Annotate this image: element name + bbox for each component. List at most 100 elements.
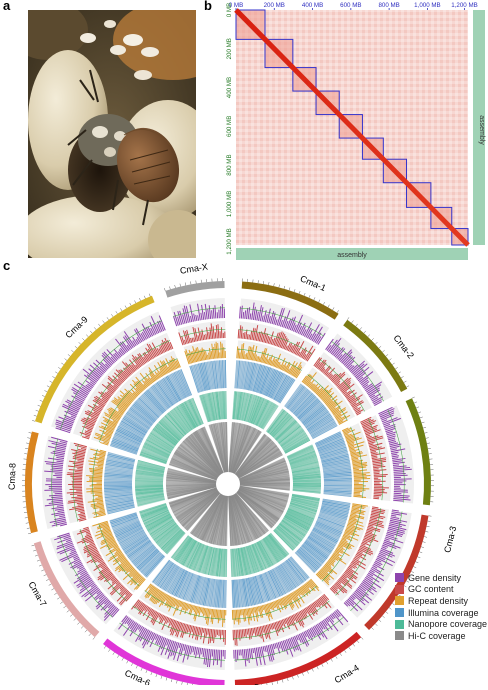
track-bar xyxy=(374,494,382,495)
chromosome-tick xyxy=(77,622,79,624)
legend-swatch xyxy=(395,573,404,582)
chromosome-tick xyxy=(190,281,191,284)
track-bar xyxy=(237,650,238,660)
chromosome-tick xyxy=(423,542,426,543)
chromosome-tick xyxy=(61,363,63,365)
chromosome-tick xyxy=(352,321,354,323)
track-bar xyxy=(354,488,369,489)
chromosome-tick xyxy=(44,575,47,576)
chromosome-tick xyxy=(94,327,96,329)
chromosome-tick xyxy=(130,303,131,306)
track-bar xyxy=(221,650,222,667)
chromosome-label: Cma-9 xyxy=(63,314,89,340)
chromosome-tick xyxy=(86,335,88,337)
hic-left-tick-label: 200 MB xyxy=(226,38,233,59)
hic-left-tick-label: 0 MB xyxy=(226,3,233,17)
chromosome-tick xyxy=(331,659,333,662)
chromosome-tick xyxy=(421,547,424,548)
chromosome-label: Cma-3 xyxy=(442,525,458,554)
chromosome-tick xyxy=(79,342,81,344)
track-bar xyxy=(235,630,236,645)
chromosome-tick xyxy=(169,286,170,289)
panel-label-b: b xyxy=(204,0,212,13)
hic-left-tick-label: 400 MB xyxy=(226,77,233,98)
chromosome-tick xyxy=(107,317,109,319)
chromosome-tick xyxy=(375,342,377,344)
chromosome-tick xyxy=(317,666,318,669)
chromosome-tick xyxy=(372,338,374,340)
chromosome-tick xyxy=(44,390,47,391)
chromosome-tick xyxy=(398,372,401,374)
track-bar xyxy=(374,495,382,496)
track-bar xyxy=(353,469,359,470)
chromosome-label: Cma-8 xyxy=(7,463,18,490)
track-bar xyxy=(245,354,246,359)
chromosome-tick xyxy=(103,321,105,323)
chromosome-tick xyxy=(428,521,431,522)
chromosome-tick xyxy=(425,432,428,433)
chromosome-tick xyxy=(54,593,57,595)
hic-bottom-label: assembly xyxy=(337,252,367,259)
chromosome-tick xyxy=(182,682,183,685)
chromosome-tick xyxy=(42,395,45,396)
chromosome-tick xyxy=(426,438,429,439)
chromosome-tick xyxy=(422,422,425,423)
chromosome-tick xyxy=(419,552,422,553)
chromosome-tick xyxy=(304,293,305,296)
chromosome-tick xyxy=(302,673,303,676)
chromosome-tick xyxy=(299,291,300,294)
chromosome-tick xyxy=(274,283,275,286)
track-bar xyxy=(223,610,224,627)
hic-left-tick-label: 1,200 MB xyxy=(226,228,233,254)
chromosome-tick xyxy=(34,415,37,416)
chromosome-tick xyxy=(90,331,92,333)
chromosome-tick xyxy=(166,678,167,681)
legend-swatch xyxy=(395,620,404,629)
legend-label: Hi-C coverage xyxy=(408,631,466,641)
panel-label-a: a xyxy=(3,0,10,13)
track-bar xyxy=(77,469,83,470)
chromosome-tick xyxy=(125,306,127,309)
chromosome-tick xyxy=(40,400,43,401)
chromosome-tick xyxy=(328,305,329,308)
track-bar xyxy=(394,492,408,493)
legend-label: Illumina coverage xyxy=(408,608,479,618)
chromosome-ideogram xyxy=(165,281,224,298)
legend-label: GC content xyxy=(408,584,454,594)
chromosome-tick xyxy=(386,612,388,614)
chromosome-tick xyxy=(289,288,290,291)
chromosome-tick xyxy=(136,666,137,669)
track-bar xyxy=(242,609,243,615)
track-bar xyxy=(98,467,103,468)
circos-center xyxy=(216,472,240,496)
chromosome-tick xyxy=(111,314,113,316)
chromosome-tick xyxy=(104,646,106,648)
track-bar xyxy=(243,333,244,339)
chromosome-tick xyxy=(297,675,298,678)
chromosome-tick xyxy=(309,295,310,298)
chromosome-tick xyxy=(52,376,55,378)
chromosome-tick xyxy=(307,671,308,674)
chromosome-tick xyxy=(404,381,407,383)
chromosome-tick xyxy=(146,670,147,673)
chromosome-tick xyxy=(326,662,327,665)
chromosome-label: Cma-2 xyxy=(391,333,416,360)
chromosome-tick xyxy=(268,282,269,285)
chromosome-tick xyxy=(389,359,391,361)
hic-top-tick-label: 800 MB xyxy=(378,2,399,9)
chromosome-tick xyxy=(38,405,41,406)
track-bar xyxy=(239,352,240,358)
chromosome-tick xyxy=(120,308,122,311)
chromosome-tick xyxy=(39,565,42,566)
track-bar xyxy=(234,610,235,625)
chromosome-tick xyxy=(144,296,145,299)
track-bar xyxy=(89,477,102,478)
chromosome-tick xyxy=(46,579,49,580)
chromosome-tick xyxy=(185,283,186,286)
hic-top-tick-label: 200 MB xyxy=(264,2,285,9)
chromosome-tick xyxy=(277,681,278,684)
chromosome-tick xyxy=(416,407,419,408)
track-bar xyxy=(93,475,102,476)
chromosome-tick xyxy=(156,674,157,677)
chromosome-tick xyxy=(116,311,118,314)
